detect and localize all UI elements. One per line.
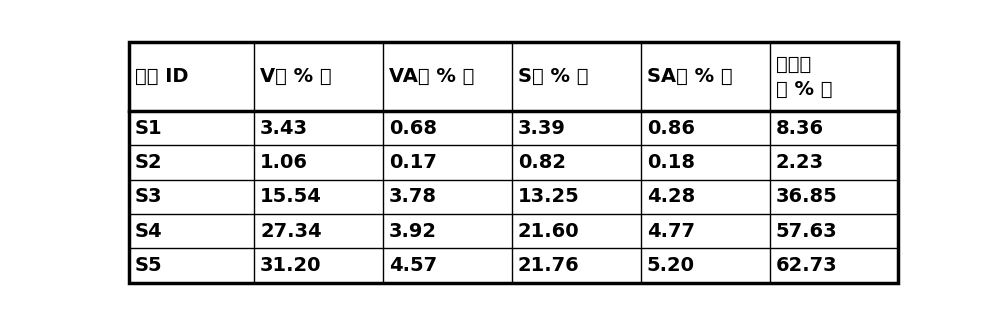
Text: 3.92: 3.92 (389, 222, 437, 241)
Text: 13.25: 13.25 (518, 187, 580, 206)
Text: 0.18: 0.18 (647, 153, 695, 172)
Text: S1: S1 (135, 118, 163, 137)
Text: 62.73: 62.73 (776, 256, 837, 275)
Text: 4.28: 4.28 (647, 187, 695, 206)
Text: 样品 ID: 样品 ID (135, 67, 189, 86)
Text: S3: S3 (135, 187, 163, 206)
Text: 27.34: 27.34 (260, 222, 322, 241)
Text: 31.20: 31.20 (260, 256, 322, 275)
Text: （ % ）: （ % ） (776, 80, 832, 99)
Text: 3.39: 3.39 (518, 118, 566, 137)
Text: S（ % ）: S（ % ） (518, 67, 588, 86)
Text: V（ % ）: V（ % ） (260, 67, 332, 86)
Text: 1.06: 1.06 (260, 153, 308, 172)
Text: 8.36: 8.36 (776, 118, 824, 137)
Text: 21.76: 21.76 (518, 256, 580, 275)
Text: 3.43: 3.43 (260, 118, 308, 137)
Text: VA（ % ）: VA（ % ） (389, 67, 474, 86)
Text: S4: S4 (135, 222, 163, 241)
Text: 15.54: 15.54 (260, 187, 322, 206)
Text: 4.77: 4.77 (647, 222, 695, 241)
Text: 0.17: 0.17 (389, 153, 437, 172)
Text: 2.23: 2.23 (776, 153, 824, 172)
Text: 总产率: 总产率 (776, 55, 811, 74)
Text: 57.63: 57.63 (776, 222, 837, 241)
Text: 0.68: 0.68 (389, 118, 437, 137)
Text: 5.20: 5.20 (647, 256, 695, 275)
Text: 0.86: 0.86 (647, 118, 695, 137)
Text: 3.78: 3.78 (389, 187, 437, 206)
Text: 36.85: 36.85 (776, 187, 837, 206)
Text: S5: S5 (135, 256, 163, 275)
Text: 21.60: 21.60 (518, 222, 580, 241)
Text: SA（ % ）: SA（ % ） (647, 67, 732, 86)
Text: S2: S2 (135, 153, 163, 172)
Text: 4.57: 4.57 (389, 256, 437, 275)
Text: 0.82: 0.82 (518, 153, 566, 172)
